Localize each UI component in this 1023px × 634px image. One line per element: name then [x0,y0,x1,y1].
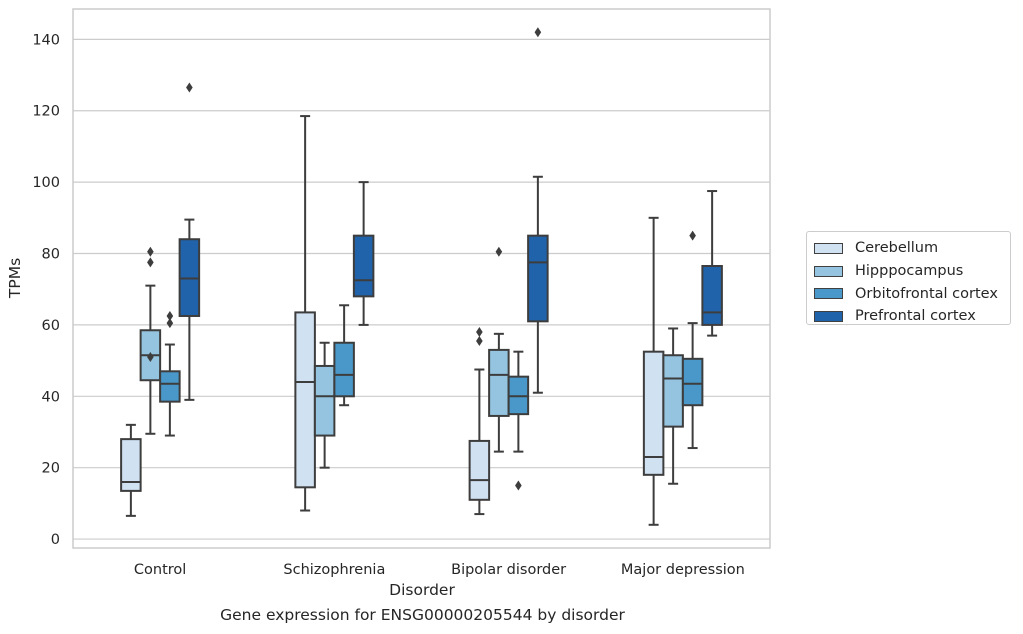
box-cerebellum-1 [294,115,316,512]
legend-item: Orbitofrontal cortex [814,282,1010,305]
outlier-point [515,480,522,491]
box-prefrontal-cortex-3 [701,190,723,337]
outlier-point [476,335,483,346]
box-cerebellum-0 [120,423,142,517]
box-iqr [488,348,510,417]
box-orbitofrontal-cortex-2 [507,350,530,491]
y-tick-label: 140 [32,32,60,48]
outlier-point [689,230,696,241]
x-tick-label: Control [134,562,186,578]
box-orbitofrontal-cortex-0 [159,310,181,437]
y-tick-label: 40 [42,389,60,405]
box-hipppocampus-1 [313,341,336,469]
x-tick-labels: Control Schizophrenia Bipolar disorder Majo… [134,562,745,578]
legend-label: Cerebellum [855,240,939,257]
y-tick-label: 20 [42,461,60,477]
outlier-point [166,310,174,321]
y-tick-label: 120 [32,104,60,120]
box-iqr [527,234,549,323]
outlier-point [166,318,174,329]
legend-swatch [814,288,843,300]
grid-lines [73,38,770,540]
y-axis-label: TPMs [6,258,24,299]
outlier-point [476,327,483,338]
series-orbitofrontal-cortex [159,230,704,491]
box-prefrontal-cortex-1 [352,181,375,326]
chart-caption: Gene expression for ENSG00000205544 by d… [220,606,625,624]
box-iqr [468,439,491,501]
box-iqr [294,311,316,489]
box-iqr [313,364,336,437]
legend-item: Hipppocampus [814,260,1010,283]
series-cerebellum [120,115,665,526]
legend-label: Prefrontal cortex [855,308,976,325]
x-axis-label: Disorder [389,581,455,599]
outlier-point [147,257,154,268]
box-plot-series [120,27,723,526]
legend-swatch [814,242,843,254]
box-hipppocampus-2 [488,246,510,453]
box-iqr [120,438,142,492]
series-prefrontal-cortex [178,27,723,401]
outlier-point [147,246,154,257]
box-hipppocampus-0 [139,246,162,435]
outlier-point [534,27,542,38]
box-prefrontal-cortex-2 [527,27,549,394]
y-tick-label: 80 [42,247,60,263]
box-iqr [159,370,181,403]
box-hipppocampus-3 [662,327,684,485]
y-tick-label: 100 [32,175,60,191]
outlier-point [495,246,503,257]
legend-swatch [814,310,843,322]
box-prefrontal-cortex-0 [178,82,201,401]
y-tick-label: 60 [42,318,60,334]
outlier-point [186,82,193,93]
box-cerebellum-3 [642,216,665,526]
legend-item: Prefrontal cortex [814,305,1010,328]
y-tick-labels: 0 20 40 60 80 100 120 140 [32,32,60,548]
box-orbitofrontal-cortex-3 [681,230,704,450]
legend: Cerebellum Hipppocampus Orbitofrontal cort… [806,231,1011,325]
x-tick-label: Schizophrenia [283,562,385,578]
box-iqr [701,265,723,326]
legend-label: Orbitofrontal cortex [855,285,998,302]
y-tick-label: 0 [51,532,60,548]
box-iqr [662,354,684,428]
box-iqr [333,341,355,398]
outlier-point [147,352,154,363]
box-iqr [352,234,375,298]
x-tick-label: Major depression [621,562,745,578]
legend-swatch [814,265,843,277]
box-orbitofrontal-cortex-1 [333,304,355,407]
plot-frame [72,8,771,549]
x-tick-label: Bipolar disorder [451,562,566,578]
legend-label: Hipppocampus [855,263,964,280]
box-iqr [681,357,704,407]
legend-item: Cerebellum [814,237,1010,260]
box-cerebellum-2 [468,327,491,516]
series-hipppocampus [139,246,684,485]
